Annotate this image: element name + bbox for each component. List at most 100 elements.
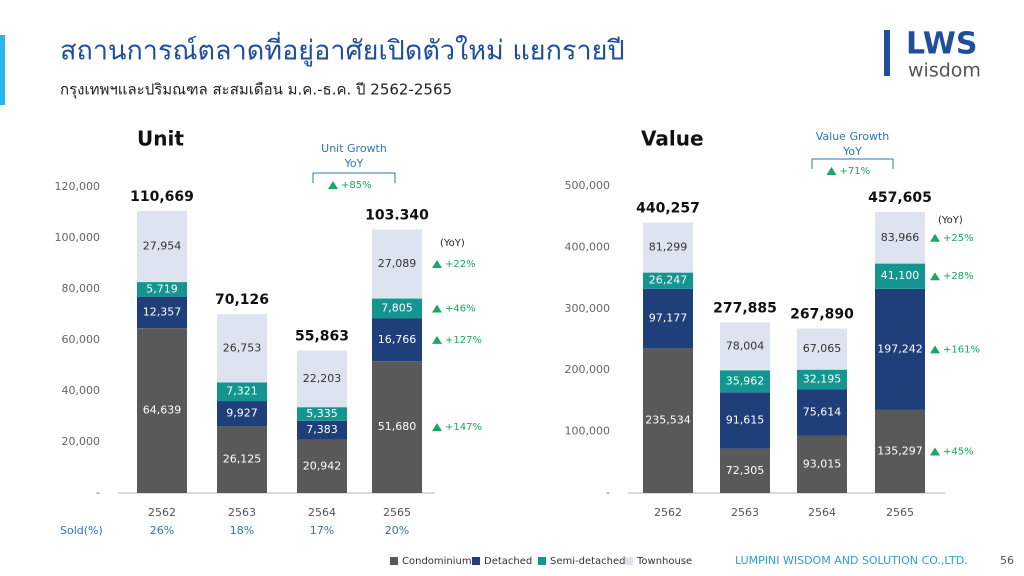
x-tick-label: 2563 bbox=[731, 506, 759, 519]
growth-label: +46% bbox=[445, 304, 476, 315]
growth-arrow bbox=[930, 272, 940, 281]
segment-label: 35,962 bbox=[726, 374, 765, 387]
bar-segment bbox=[797, 328, 847, 370]
bar-segment bbox=[875, 263, 925, 289]
bar-segment bbox=[217, 401, 267, 427]
total-label: 70,126 bbox=[215, 292, 269, 308]
growth-arrow bbox=[826, 167, 837, 175]
logo-bar bbox=[884, 30, 890, 76]
bar-segment bbox=[137, 282, 187, 297]
segment-label: 32,195 bbox=[803, 373, 842, 386]
segment-label: 5,335 bbox=[306, 407, 338, 420]
growth-label: +25% bbox=[943, 233, 974, 244]
legend-label: Townhouse bbox=[636, 556, 692, 567]
growth-title: YoY bbox=[344, 157, 364, 170]
segment-label: 72,305 bbox=[726, 464, 765, 477]
total-label: 103.340 bbox=[365, 207, 429, 223]
bar-segment bbox=[297, 350, 347, 408]
segment-label: 5,719 bbox=[146, 282, 178, 295]
segment-label: 91,615 bbox=[726, 413, 765, 426]
bar-segment bbox=[875, 212, 925, 264]
bar-segment bbox=[297, 420, 347, 440]
sold-value: 26% bbox=[150, 524, 174, 537]
segment-label: 97,177 bbox=[649, 312, 688, 325]
segment-label: 27,089 bbox=[378, 257, 417, 270]
growth-label: +28% bbox=[943, 271, 974, 282]
x-tick-label: 2564 bbox=[308, 506, 336, 519]
growth-label: +85% bbox=[341, 180, 372, 191]
legend-swatch bbox=[538, 557, 546, 565]
segment-label: 7,383 bbox=[306, 423, 338, 436]
y-tick-label: 500,000 bbox=[565, 179, 611, 192]
y-tick-label: - bbox=[96, 486, 100, 499]
segment-label: 20,942 bbox=[303, 459, 342, 472]
slide-title: สถานการณ์ตลาดที่อยู่อาศัยเปิดตัวใหม่ แยก… bbox=[60, 32, 625, 67]
segment-label: 51,680 bbox=[378, 420, 417, 433]
bar-segment bbox=[217, 426, 267, 493]
bar-segment bbox=[797, 369, 847, 390]
bar-segment bbox=[137, 210, 187, 283]
bar-segment bbox=[217, 382, 267, 402]
segment-label: 27,954 bbox=[143, 239, 182, 252]
y-tick-label: 100,000 bbox=[55, 231, 101, 244]
bar-segment bbox=[797, 435, 847, 493]
chart-title: Unit bbox=[137, 127, 184, 151]
y-tick-label: 80,000 bbox=[62, 282, 101, 295]
growth-arrow bbox=[432, 304, 442, 313]
growth-bracket bbox=[312, 172, 396, 183]
x-tick-label: 2564 bbox=[808, 506, 836, 519]
slide-subtitle: กรุงเทพฯและปริมณฑล สะสมเดือน ม.ค.-ธ.ค. ป… bbox=[60, 81, 452, 100]
legend-label: Semi-detached bbox=[550, 556, 626, 567]
growth-label: +127% bbox=[445, 335, 482, 346]
growth-arrow bbox=[328, 181, 338, 189]
y-tick-label: 200,000 bbox=[565, 363, 611, 376]
page-number: 56 bbox=[1000, 554, 1014, 567]
legend-swatch bbox=[472, 557, 480, 565]
yoy-label: (YoY) bbox=[440, 238, 465, 249]
total-label: 267,890 bbox=[790, 307, 854, 323]
growth-title: Value Growth bbox=[816, 130, 890, 143]
logo-sub: wisdom bbox=[908, 60, 981, 82]
sold-value: 18% bbox=[230, 524, 254, 537]
chart-title: Value bbox=[641, 127, 704, 151]
segment-label: 83,966 bbox=[881, 231, 920, 244]
segment-label: 12,357 bbox=[143, 305, 182, 318]
bar-segment bbox=[297, 407, 347, 421]
bar-segment bbox=[875, 288, 925, 410]
segment-label: 81,299 bbox=[649, 241, 688, 254]
y-tick-label: 60,000 bbox=[62, 333, 101, 346]
bar-segment bbox=[720, 392, 770, 449]
segment-label: 22,203 bbox=[303, 372, 342, 385]
segment-label: 41,100 bbox=[881, 269, 920, 282]
growth-title: YoY bbox=[842, 145, 862, 158]
bar-segment bbox=[643, 272, 693, 289]
bar-segment bbox=[720, 448, 770, 493]
growth-arrow bbox=[432, 335, 442, 344]
growth-bracket bbox=[811, 158, 894, 169]
growth-label: +147% bbox=[445, 422, 482, 433]
legend-label: Detached bbox=[484, 556, 532, 567]
y-tick-label: 40,000 bbox=[62, 384, 101, 397]
legend-swatch bbox=[625, 557, 633, 565]
segment-label: 135,297 bbox=[877, 444, 923, 457]
accent-bar bbox=[0, 35, 5, 105]
bar-segment bbox=[372, 361, 422, 493]
segment-label: 26,125 bbox=[223, 453, 262, 466]
segment-label: 9,927 bbox=[226, 407, 258, 420]
growth-arrow bbox=[930, 345, 940, 354]
sold-value: 17% bbox=[310, 524, 334, 537]
x-tick-label: 2562 bbox=[148, 506, 176, 519]
total-label: 55,863 bbox=[295, 329, 349, 345]
bar-segment bbox=[297, 439, 347, 493]
bar-segment bbox=[137, 296, 187, 329]
total-label: 457,605 bbox=[868, 190, 932, 206]
segment-label: 78,004 bbox=[726, 339, 765, 352]
sold-label: Sold(%) bbox=[60, 524, 103, 537]
growth-arrow bbox=[930, 233, 940, 242]
segment-label: 93,015 bbox=[803, 457, 842, 470]
x-tick-label: 2563 bbox=[228, 506, 256, 519]
segment-label: 235,534 bbox=[645, 414, 691, 427]
segment-label: 64,639 bbox=[143, 404, 182, 417]
sold-value: 20% bbox=[385, 524, 409, 537]
